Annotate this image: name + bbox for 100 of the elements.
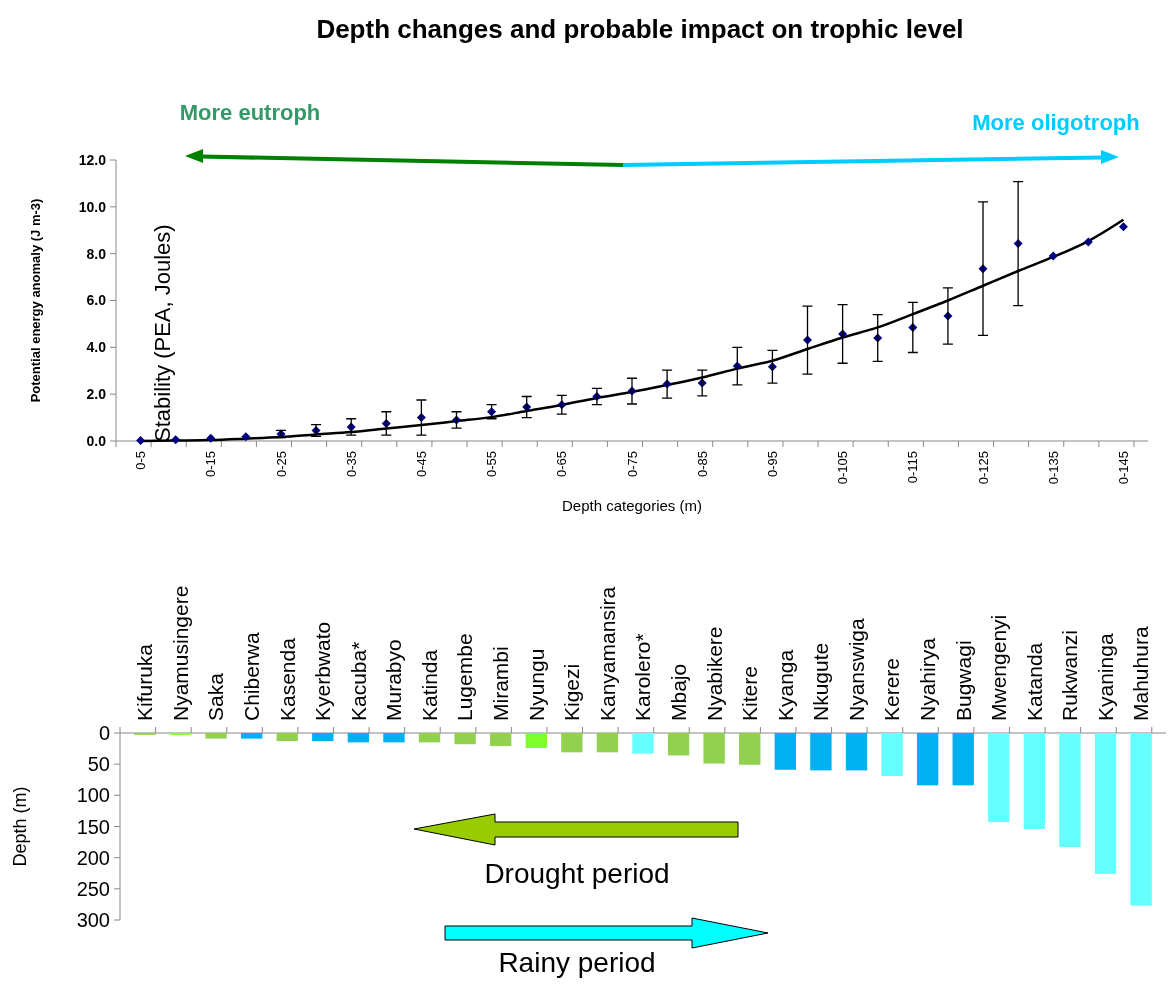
bar (916, 733, 939, 786)
x-tick-label: Kigezi (560, 663, 584, 721)
bar (952, 733, 974, 786)
y-tick-label: 0 (98, 722, 110, 744)
x-tick-label: Nkugute (809, 642, 833, 721)
x-tick-label: 0-105 (835, 451, 851, 485)
text: More oligotroph (972, 110, 1140, 135)
x-tick-label: Mwengenyi (987, 614, 1011, 721)
annotation: Stability (PEA, Joules) (150, 224, 175, 442)
x-tick-label: Nyamusingere (168, 585, 192, 721)
bar (739, 733, 761, 765)
bar (276, 733, 298, 742)
x-tick-label: Katinda (417, 649, 441, 721)
x-tick-label: 0-125 (975, 451, 991, 485)
annotation: Drought period (484, 858, 670, 889)
y-tick-label: 2.0 (86, 386, 107, 403)
bar (703, 733, 725, 764)
x-tick-label: Kasenda (275, 637, 299, 721)
bar (667, 733, 690, 756)
x-tick-label: 0-5 (133, 451, 149, 470)
x-tick-label: Nyahirya (915, 637, 939, 721)
x-tick-label: Rukwanzi (1058, 629, 1082, 721)
bar (1023, 733, 1046, 829)
y-tick-label: 300 (76, 909, 110, 931)
x-tick-label: Nyabikere (702, 626, 726, 721)
y-tick-label: 200 (76, 846, 110, 869)
x-tick-label: 0-75 (624, 451, 640, 478)
bar (1130, 733, 1152, 906)
y-tick-label: 50 (87, 753, 110, 776)
x-tick-label: Lugembe (453, 633, 477, 721)
x-tick-label: Kanyamansira (595, 586, 619, 721)
bar (561, 733, 583, 753)
x-tick-label: Murabyo (382, 639, 406, 721)
bar (418, 733, 441, 743)
y-tick-label: 100 (76, 784, 110, 807)
bar (596, 733, 619, 753)
x-tick-label: 0-85 (694, 451, 710, 478)
x-tick-label: 0-115 (905, 451, 921, 484)
chart-title: Depth changes and probable impact on trophic level (316, 14, 964, 44)
x-tick-label: 0-65 (554, 451, 570, 478)
bar (810, 733, 832, 771)
y-tick-label: 8.0 (86, 245, 107, 262)
x-tick-label: 0-25 (273, 451, 289, 478)
bar (774, 733, 796, 770)
bar (454, 733, 476, 745)
x-tick-label: Kerere (880, 657, 904, 721)
x-tick-label: Kifuruka (133, 643, 157, 721)
point (241, 432, 251, 442)
x-tick-label: Nyungu (524, 648, 548, 721)
bar (632, 733, 654, 754)
text: Rainy period (498, 947, 656, 978)
y-axis-title: Potential energy anomaly (J m-3) (28, 198, 43, 403)
x-tick-label: Katanda (1022, 642, 1046, 721)
y-axis-title: Depth (m) (10, 786, 30, 867)
x-tick-label: Nyanswiga (844, 617, 868, 721)
x-tick-label: Saka (204, 672, 228, 721)
x-tick-label: 0-45 (413, 451, 429, 478)
bar (988, 733, 1010, 823)
bar (881, 733, 903, 777)
x-tick-label: 0-15 (203, 451, 219, 478)
y-tick-label: 250 (76, 877, 110, 900)
point (1118, 222, 1128, 232)
point (136, 436, 146, 446)
y-tick-label: 12.0 (78, 151, 107, 168)
y-tick-label: 6.0 (86, 292, 107, 309)
x-tick-label: Mirambi (489, 646, 513, 721)
bar (1059, 733, 1081, 848)
point (206, 433, 216, 443)
x-tick-label: 0-95 (764, 451, 780, 478)
bar (205, 733, 227, 739)
y-tick-label: 10.0 (78, 198, 107, 215)
bar (347, 733, 370, 743)
point (1048, 251, 1058, 261)
y-tick-label: 0.0 (86, 432, 107, 449)
x-axis-title: Depth categories (m) (561, 497, 703, 514)
x-tick-label: Mahuhura (1129, 626, 1153, 721)
text: More eutroph (179, 100, 321, 125)
x-tick-label: 0-55 (484, 451, 500, 478)
bar (312, 733, 334, 742)
bar (845, 733, 868, 771)
x-tick-label: Kacuba* (346, 641, 370, 721)
bar (1094, 733, 1117, 874)
x-tick-label: Chiberwa (239, 631, 263, 721)
bar (525, 733, 547, 748)
x-tick-label: 0-135 (1045, 451, 1061, 485)
x-tick-label: Karolero* (631, 633, 655, 721)
x-tick-label: Kyerbwato (311, 621, 335, 721)
x-tick-label: Bugwagi (951, 640, 975, 721)
bar (383, 733, 405, 743)
x-tick-label: 0-35 (343, 451, 359, 478)
x-tick-label: Mbajo (666, 663, 690, 721)
y-tick-label: 150 (76, 815, 110, 838)
x-tick-label: 0-145 (1115, 451, 1131, 485)
x-tick-label: Kitere (738, 666, 762, 721)
point (1083, 237, 1093, 247)
bar (240, 733, 263, 739)
x-tick-label: Kyanga (773, 649, 797, 721)
bar (490, 733, 512, 747)
x-tick-label: Kyaninga (1093, 633, 1117, 721)
y-tick-label: 4.0 (86, 339, 107, 356)
